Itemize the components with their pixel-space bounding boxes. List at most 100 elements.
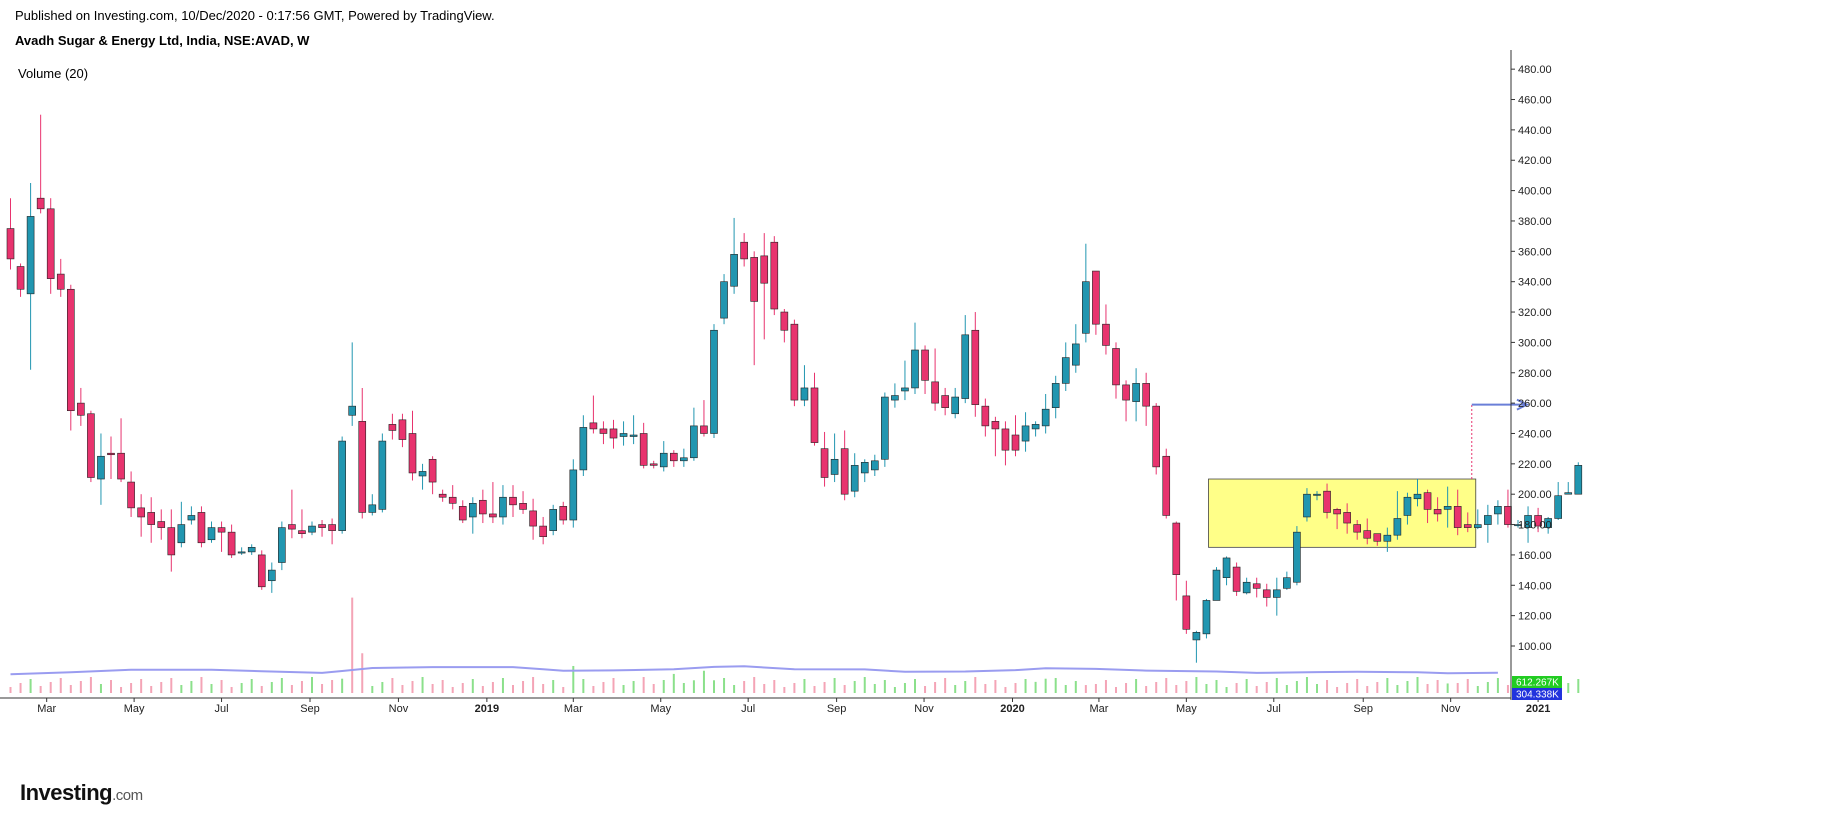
candle xyxy=(1102,304,1110,355)
candle-body xyxy=(961,334,970,399)
volume-bar xyxy=(1205,684,1208,693)
candle xyxy=(669,450,678,467)
candle xyxy=(1474,509,1482,530)
candle xyxy=(1323,483,1331,519)
candle xyxy=(56,258,65,297)
volume-bar xyxy=(733,685,736,693)
volume-bar xyxy=(411,681,414,693)
volume-bar xyxy=(823,682,826,693)
candle xyxy=(1504,489,1512,528)
candle xyxy=(820,431,829,487)
candle-body xyxy=(1051,383,1060,408)
volume-bar xyxy=(1426,684,1429,693)
volume-bar xyxy=(934,682,937,693)
candle-body xyxy=(147,512,155,525)
volume-bar xyxy=(331,680,334,693)
price-tick-label: 120.00 xyxy=(1518,611,1552,623)
volume-bar xyxy=(99,684,102,693)
candle-body xyxy=(338,440,346,531)
candle xyxy=(770,236,779,316)
time-axis[interactable]: Mar May Jul Sep Nov 2019 Mar May Jul Sep Nov 2020 Ma… xyxy=(0,697,1550,715)
volume-bar xyxy=(692,680,695,693)
candle-body xyxy=(1443,506,1452,510)
candle xyxy=(207,521,216,543)
volume-bar xyxy=(944,678,947,693)
candle-body xyxy=(901,387,909,392)
candle-body xyxy=(1112,348,1120,386)
volume-bar xyxy=(1044,678,1047,693)
candle xyxy=(1202,598,1211,639)
volume-bar xyxy=(883,680,886,693)
candle xyxy=(579,415,588,476)
volume-bar xyxy=(873,684,876,693)
volume-bar xyxy=(1285,685,1288,693)
candle xyxy=(961,315,970,404)
candle-body xyxy=(569,469,578,521)
candle xyxy=(448,485,457,510)
candle xyxy=(328,518,336,545)
candle xyxy=(1122,380,1130,422)
candle-body xyxy=(428,458,437,483)
candle-body xyxy=(197,512,206,544)
price-tick-label: 100.00 xyxy=(1518,641,1552,653)
volume-bar xyxy=(813,686,816,693)
candle xyxy=(1433,497,1442,522)
candle-body xyxy=(1383,534,1392,542)
candle xyxy=(981,398,990,437)
volume-bar xyxy=(1265,682,1268,693)
candle-body xyxy=(931,381,939,404)
candle xyxy=(358,387,367,519)
candle xyxy=(197,506,206,548)
candles-layer xyxy=(6,114,1583,663)
candle-body xyxy=(1001,428,1010,451)
candle-body xyxy=(1273,589,1281,598)
candle-body xyxy=(1021,425,1030,442)
candle xyxy=(1313,491,1321,501)
price-axis[interactable]: 100.00 120.00 140.00 160.00 180.00 200.00 220.… xyxy=(1510,50,1552,700)
candle-body xyxy=(529,510,537,527)
candle-body xyxy=(770,241,779,310)
candle xyxy=(840,430,849,501)
volume-bar xyxy=(29,679,32,693)
candle-body xyxy=(97,455,105,480)
volume-bar xyxy=(1074,681,1077,693)
candle xyxy=(1443,486,1452,528)
candle xyxy=(267,562,276,593)
candle-body xyxy=(820,448,829,478)
candle-body xyxy=(1061,357,1070,384)
candle-body xyxy=(308,525,316,533)
volume-bar xyxy=(1295,681,1298,693)
volume-bar xyxy=(602,682,605,693)
candle-body xyxy=(167,527,176,556)
candle-body xyxy=(1353,524,1361,533)
volume-bar xyxy=(1416,677,1419,693)
candle xyxy=(710,324,718,439)
candle-body xyxy=(1463,524,1472,528)
time-tick-label: May xyxy=(1176,703,1197,715)
candle-body xyxy=(649,463,658,466)
volume-bar xyxy=(1316,684,1318,693)
candle xyxy=(529,498,537,540)
candle xyxy=(951,387,960,419)
volume-bar xyxy=(110,680,112,693)
time-tick-label: May xyxy=(650,703,671,715)
volume-bar xyxy=(1125,683,1128,693)
volume-bar xyxy=(230,687,233,693)
volume-bar xyxy=(592,686,595,693)
time-tick-label: Jul xyxy=(741,703,755,715)
volume-bar xyxy=(290,685,293,693)
volume-bar xyxy=(642,677,645,693)
candle-body xyxy=(187,515,196,521)
candle xyxy=(589,395,598,434)
candle xyxy=(780,309,789,343)
candle xyxy=(1564,482,1573,495)
candle xyxy=(338,436,346,534)
candle-body xyxy=(177,524,186,544)
volume-bar xyxy=(150,686,153,693)
candle-body xyxy=(669,452,678,462)
candle-body xyxy=(26,216,35,295)
candle-body xyxy=(1041,408,1050,427)
candle xyxy=(298,509,306,539)
